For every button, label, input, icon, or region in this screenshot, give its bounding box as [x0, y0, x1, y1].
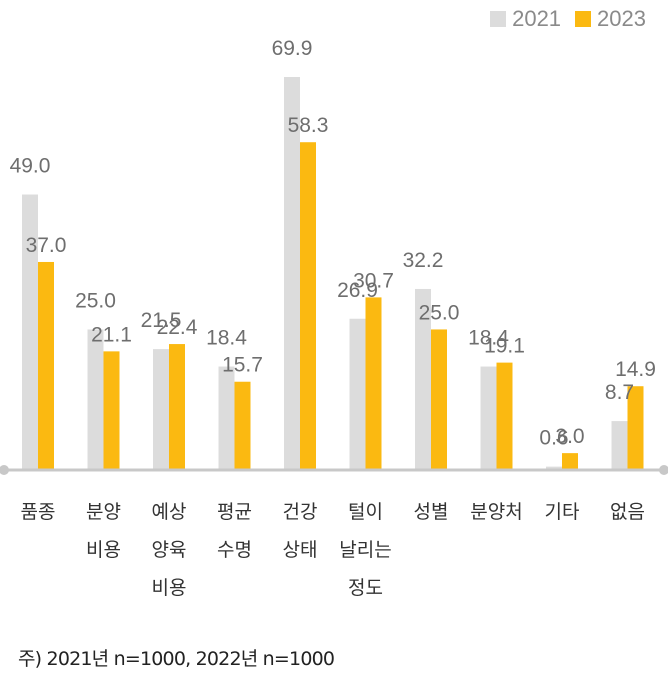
value-label-2023-6: 30.7 [353, 269, 394, 292]
value-label-2021-3: 21.5 [141, 309, 182, 332]
category-label-7-line-1: 성별 [414, 501, 449, 523]
bar-chart: 49.0 37.0 25.0 21.1 21.522.4 18.4 15.7 69.9 58.3… [0, 37, 668, 599]
category-label-3-line-2: 양육 [152, 539, 187, 561]
bar-2021-10 [611, 421, 628, 470]
value-label-2021-10: 8.7 [605, 381, 634, 404]
legend-item-2021: 2021 [490, 6, 561, 32]
x-axis-end-right [659, 465, 668, 475]
value-label-2023-10: 14.9 [615, 358, 656, 381]
category-label-1-line-1: 품종 [21, 501, 56, 523]
x-axis-end-left [0, 465, 9, 475]
bar-2021-1 [22, 194, 38, 470]
bar-2023-1 [38, 261, 54, 470]
bar-2023-6 [365, 297, 382, 470]
value-label-2023-7: 25.0 [419, 301, 460, 324]
legend-swatch-2023 [575, 11, 592, 27]
bar-2021-9 [546, 466, 562, 470]
value-label-2021-1: 49.0 [10, 155, 51, 178]
value-label-2021-2: 25.0 [75, 289, 116, 312]
value-label-2023-3: 22.4 [157, 316, 198, 339]
category-label-6-line-3: 정도 [348, 577, 383, 599]
bar-2023-8 [496, 362, 513, 470]
category-label-2-line-2: 비용 [86, 539, 121, 561]
value-label-2021-6: 26.9 [337, 279, 378, 302]
category-label-4-line-2: 수명 [217, 539, 252, 561]
bar-2023-7 [431, 329, 447, 470]
legend-label-2021: 2021 [512, 6, 562, 31]
value-label-2023-5: 58.3 [288, 114, 329, 137]
bar-2023-3 [169, 344, 185, 470]
category-label-8-line-1: 분양처 [470, 501, 522, 523]
category-label-5-line-2: 상태 [283, 539, 318, 561]
value-label-2023-9: 3.0 [555, 425, 584, 448]
bar-2023-2 [103, 351, 120, 470]
bar-2023-9 [562, 453, 578, 470]
value-label-2023-8: 19.1 [484, 335, 525, 358]
value-label-2023-1: 37.0 [26, 234, 67, 257]
category-label-3-line-1: 예상 [152, 501, 187, 523]
category-label-6-line-1: 털이 [348, 501, 383, 523]
footnote: 주) 2021년 n=1000, 2022년 n=1000 [18, 648, 335, 670]
bar-2021-2 [87, 329, 104, 470]
category-label-9-line-1: 기타 [545, 501, 580, 523]
value-label-2023-4: 15.7 [222, 354, 263, 377]
bar-2021-8 [480, 366, 497, 470]
category-label-6-line-2: 날리는 [339, 539, 391, 561]
value-label-2021-8: 18.4 [468, 327, 509, 350]
value-label-2021-7: 32.2 [403, 249, 444, 272]
bar-2023-5 [300, 142, 316, 471]
legend-item-2023: 2023 [575, 6, 646, 32]
bar-2021-3 [153, 349, 169, 470]
value-label-2023-2: 21.1 [91, 323, 132, 346]
bar-2023-4 [234, 381, 251, 470]
category-label-4-line-1: 평균 [217, 501, 252, 523]
category-label-10-line-1: 없음 [610, 501, 645, 523]
legend-label-2023: 2023 [597, 6, 646, 31]
value-label-2021-9: 0.6 [539, 427, 568, 450]
bar-2023-10 [627, 386, 644, 470]
value-label-2021-5: 69.9 [272, 37, 313, 60]
bar-2021-6 [349, 318, 366, 470]
category-label-5-line-1: 건강 [283, 501, 318, 523]
value-label-2021-4: 18.4 [206, 327, 247, 350]
legend: 2021 2023 [476, 6, 646, 32]
bar-2021-5 [284, 77, 300, 470]
legend-swatch-2021 [490, 11, 507, 27]
bar-2021-4 [218, 366, 235, 470]
category-label-3-line-3: 비용 [152, 577, 187, 599]
category-label-2-line-1: 분양 [86, 501, 121, 523]
bar-2021-7 [415, 288, 431, 470]
